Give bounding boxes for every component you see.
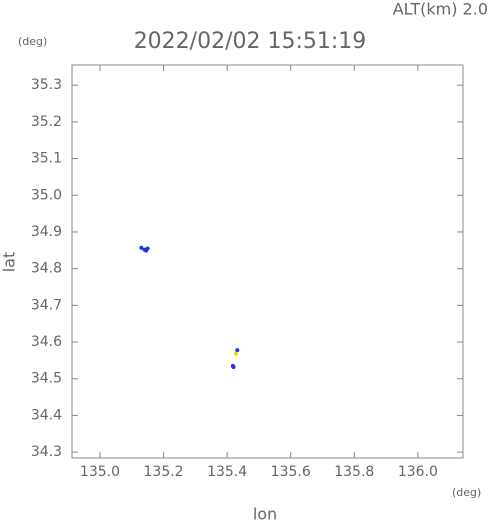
y-tick-label: 34.6 (31, 334, 62, 350)
y-tick-label: 35.2 (31, 114, 62, 130)
y-tick-label: 34.4 (31, 407, 62, 423)
x-axis-label: lon (253, 505, 277, 522)
y-tick-label: 34.8 (31, 261, 62, 277)
y-tick-label: 34.7 (31, 297, 62, 313)
y-tick-label: 35.1 (31, 151, 62, 167)
chart-title: 2022/02/02 15:51:19 (134, 29, 367, 54)
x-tick-label: 135.0 (80, 464, 120, 480)
y-tick-label: 34.9 (31, 224, 62, 240)
point (230, 363, 235, 368)
x-unit: (deg) (452, 486, 481, 499)
x-tick-label: 135.2 (144, 464, 184, 480)
plot-frame (71, 64, 464, 459)
x-tick-label: 135.8 (334, 464, 374, 480)
point (234, 351, 239, 356)
y-tick-label: 35.3 (31, 77, 62, 93)
y-unit: (deg) (18, 35, 47, 48)
annotation: ALT(km) 2.0 (393, 0, 488, 19)
x-tick-label: 136.0 (398, 464, 438, 480)
x-tick-label: 135.6 (271, 464, 311, 480)
point (144, 248, 149, 253)
point (235, 348, 240, 353)
y-tick-label: 34.3 (31, 444, 62, 460)
y-tick-label: 35.0 (31, 187, 62, 203)
y-tick-label: 34.5 (31, 371, 62, 387)
point (139, 245, 144, 250)
y-axis-label: lat (0, 252, 19, 273)
x-tick-label: 135.4 (207, 464, 247, 480)
